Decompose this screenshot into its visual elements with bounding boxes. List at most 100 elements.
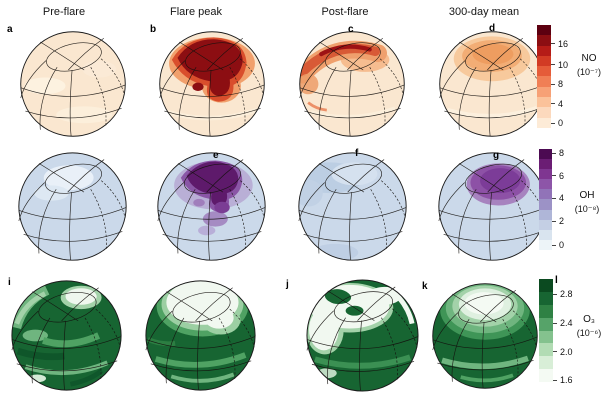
panel-letter-l: l xyxy=(555,275,558,286)
colorbar-label-o3: O₃ (10⁻⁶) xyxy=(562,312,616,341)
tick-label: 10 xyxy=(558,59,569,70)
colorbar-tick: 2.4 xyxy=(553,318,573,328)
colorbar-tick: 10 xyxy=(551,60,568,70)
colorbar-segment xyxy=(537,97,551,108)
colorbar-oh: 8 6 4 2 0 xyxy=(539,148,564,250)
tick-dash xyxy=(553,322,557,324)
globe-oh-300-day-mean xyxy=(438,152,547,261)
tick-label: 0 xyxy=(558,118,564,129)
colorbar-tick: 4 xyxy=(551,99,563,109)
panel-letter-d: d xyxy=(489,23,496,34)
globe-no-300-day-mean xyxy=(439,31,545,137)
colorbar-tick: 16 xyxy=(551,39,568,49)
colorbar-tick: 0 xyxy=(551,118,563,128)
colorbar-segment xyxy=(539,199,552,210)
oh-300-day-blobs xyxy=(466,163,530,206)
colorbar-segment xyxy=(539,229,552,240)
tick-label: 4 xyxy=(559,193,565,204)
o3-flare-peak-blobs xyxy=(146,280,249,383)
globe-no-flare-peak xyxy=(159,31,265,137)
tick-label: 8 xyxy=(559,148,565,159)
tick-label: 6 xyxy=(559,170,565,181)
colorbar-tick: 6 xyxy=(552,171,564,181)
tick-label: 16 xyxy=(558,38,569,49)
colorbar-segment xyxy=(539,291,553,305)
colorbar-segment xyxy=(539,279,553,292)
colorbar-segment xyxy=(537,107,551,118)
panel-letter-j: j xyxy=(286,279,289,290)
tick-dash xyxy=(551,43,555,45)
panel-letter-e: e xyxy=(213,150,219,161)
colorbar-segment xyxy=(539,369,553,382)
colorbar-segment xyxy=(539,209,552,220)
colorbar-segment xyxy=(539,330,553,344)
o3-300-day-blobs xyxy=(440,283,530,383)
tick-dash xyxy=(552,175,556,177)
tick-label: 4 xyxy=(558,98,564,109)
colorbar-tick: 8 xyxy=(552,148,564,158)
colorbar-segment xyxy=(539,189,552,200)
panel-letter-f: f xyxy=(355,148,359,159)
globe-no-pre-flare xyxy=(20,31,126,137)
colorbar-tick: 4 xyxy=(552,193,564,203)
tick-dash xyxy=(553,293,557,295)
colorbar-segment xyxy=(539,343,553,357)
colorbar-o3: 2.8 2.4 2.0 1.6 xyxy=(539,279,573,385)
globe-oh-flare-peak xyxy=(157,152,266,261)
colorbar-tick: 2.8 xyxy=(553,289,573,299)
oh-pre-flare-blobs xyxy=(34,165,94,201)
colorbar-tick: 2.0 xyxy=(553,347,573,357)
panel-letter-g: g xyxy=(493,150,500,161)
colorbar-segment xyxy=(539,169,552,180)
tick-label: 2 xyxy=(559,216,565,227)
panel-letter-a: a xyxy=(7,24,13,35)
tick-dash xyxy=(552,152,556,154)
colorbar-label-no: NO (10⁻⁷) xyxy=(562,51,616,80)
panel-letter-k: k xyxy=(422,281,428,292)
globe-no-post-flare xyxy=(299,31,405,137)
colorbar-segment xyxy=(539,149,552,160)
colorbar-segment xyxy=(539,356,553,370)
colorbar-tick: 0 xyxy=(552,240,564,250)
globe-oh-post-flare xyxy=(298,152,407,261)
panel-letter-i: i xyxy=(8,277,11,288)
colorbar-segment xyxy=(537,66,551,77)
column-title-post-flare: Post-flare xyxy=(321,6,369,18)
colorbar-segment xyxy=(537,35,551,46)
species-units-oh: (10⁻⁸) xyxy=(574,204,600,214)
globe-o3-post-flare xyxy=(306,279,419,392)
tick-dash xyxy=(552,197,556,199)
panel-letter-c: c xyxy=(348,24,354,35)
tick-dash xyxy=(551,122,555,124)
globe-o3-pre-flare xyxy=(11,280,122,391)
colorbar-segment xyxy=(539,179,552,190)
colorbar-segment xyxy=(539,219,552,230)
column-title-pre-flare: Pre-flare xyxy=(42,6,86,18)
tick-dash xyxy=(551,64,555,66)
colorbar-label-oh: OH (10⁻⁸) xyxy=(560,188,614,217)
colorbar-segment xyxy=(539,159,552,170)
colorbar-tick: 2 xyxy=(552,216,564,226)
colorbar-no: 16 10 8 4 0 xyxy=(537,25,568,128)
globe-o3-flare-peak xyxy=(145,280,256,391)
colorbar-tick: 8 xyxy=(551,79,563,89)
colorbar-segment xyxy=(537,76,551,87)
o3-pre-flare-blobs xyxy=(11,284,109,387)
colorbar-segment xyxy=(539,239,552,250)
tick-label: 0 xyxy=(559,240,565,251)
tick-label: 1.6 xyxy=(560,375,573,386)
colorbar-segment xyxy=(537,25,551,36)
species-units-no: (10⁻⁷) xyxy=(576,67,601,77)
tick-dash xyxy=(553,351,557,353)
tick-dash xyxy=(552,244,556,246)
tick-label: 2.0 xyxy=(560,346,573,357)
species-units-o3: (10⁻⁶) xyxy=(576,328,602,338)
species-label-no: NO xyxy=(581,53,597,64)
colorbar-segment xyxy=(537,117,551,128)
panel-letter-b: b xyxy=(150,24,157,35)
colorbar-segment xyxy=(539,317,553,331)
species-label-o3: O₃ xyxy=(583,314,595,325)
tick-dash xyxy=(551,83,555,85)
colorbar-tick: 1.6 xyxy=(553,375,573,385)
